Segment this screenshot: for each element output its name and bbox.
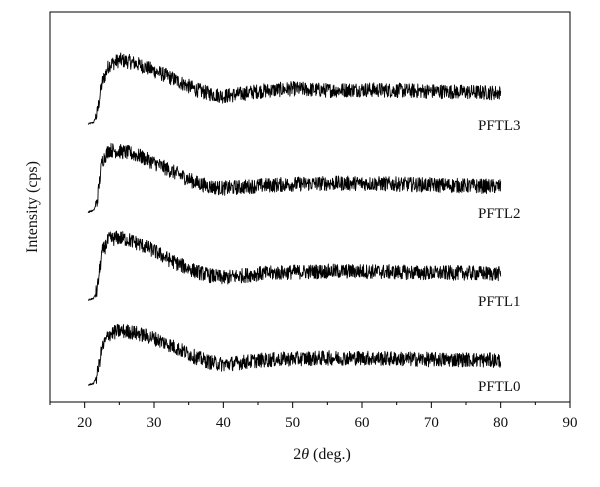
series-trace-pftl2 [87, 142, 502, 213]
x-tick-label: 80 [493, 415, 508, 431]
series-label-pftl0: PFTL0 [478, 379, 521, 395]
x-tick-label: 20 [77, 415, 92, 431]
series-label-pftl3: PFTL3 [478, 118, 521, 134]
x-tick-label: 40 [216, 415, 231, 431]
x-axis-title-prefix: 2 [293, 446, 301, 463]
x-tick-label: 30 [147, 415, 162, 431]
x-tick-label: 70 [424, 415, 439, 431]
x-axis-title-suffix: (deg.) [309, 446, 351, 463]
series-trace-pftl1 [88, 230, 502, 301]
series-label-pftl1: PFTL1 [478, 294, 521, 310]
plot-frame [49, 11, 571, 403]
x-axis-title: 2θ (deg.) [293, 446, 351, 463]
series-trace-pftl0 [87, 324, 502, 386]
y-axis-title: Intensity (cps) [24, 161, 41, 253]
plot-border [49, 11, 571, 403]
x-axis-title-symbol: θ [301, 446, 309, 463]
series-labels: PFTL3 PFTL2 PFTL1 PFTL0 [478, 118, 521, 395]
x-tick-label: 60 [355, 415, 370, 431]
series-traces [87, 52, 502, 386]
x-tick-label: 90 [563, 415, 578, 431]
x-tick-label: 50 [285, 415, 300, 431]
series-trace-pftl3 [87, 52, 502, 125]
x-axis-ticks: 20 30 40 50 60 70 80 90 [49, 402, 578, 431]
series-label-pftl2: PFTL2 [478, 206, 521, 222]
